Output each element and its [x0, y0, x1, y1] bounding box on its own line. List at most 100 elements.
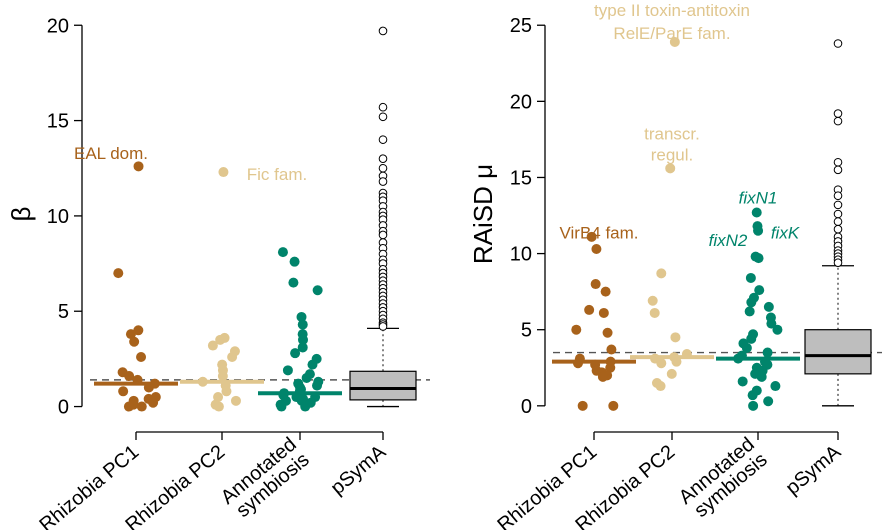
y-tick-label: 20	[47, 15, 69, 37]
x-tick-label-line: pSymA	[327, 441, 391, 500]
outlier-point	[833, 224, 843, 234]
data-point	[665, 163, 676, 174]
outlier-point	[833, 157, 843, 167]
data-point	[753, 253, 764, 264]
data-point	[584, 304, 595, 315]
box-body	[804, 329, 872, 375]
y-tick-label: 0	[58, 397, 69, 419]
data-point	[123, 401, 134, 412]
data-point	[745, 272, 756, 283]
data-point	[133, 161, 144, 172]
data-point	[756, 371, 767, 382]
data-point	[136, 401, 147, 412]
x-tick-label: pSymA	[327, 441, 391, 500]
data-point	[227, 351, 238, 362]
data-point	[656, 268, 667, 279]
x-tick-label: Annotatedsymbiosis	[675, 433, 772, 524]
data-point	[762, 347, 773, 358]
data-point	[608, 400, 619, 411]
data-point	[666, 368, 677, 379]
annotation-label: fixK	[771, 223, 800, 242]
data-point	[118, 386, 129, 397]
data-point	[290, 348, 301, 359]
data-point	[276, 401, 287, 412]
data-point	[288, 277, 299, 288]
data-point	[605, 362, 616, 373]
data-point	[647, 295, 658, 306]
y-tick-label: 20	[510, 91, 532, 113]
y-tick-label: 15	[510, 167, 532, 189]
data-point	[746, 333, 757, 344]
data-point	[312, 285, 323, 296]
annotation-label: fixN2	[709, 231, 748, 250]
data-point	[656, 358, 667, 369]
data-point	[213, 401, 224, 412]
data-point	[277, 247, 288, 258]
y-tick-label: 0	[521, 396, 532, 418]
data-point	[307, 359, 318, 370]
data-point	[737, 376, 748, 387]
y-tick-label: 10	[47, 206, 69, 228]
x-tick-label: Annotatedsymbiosis	[217, 433, 314, 524]
data-point	[671, 356, 682, 367]
annotation-label: transcr.	[644, 124, 700, 143]
data-point	[670, 332, 681, 343]
annotation-label: RelE/ParE fam.	[613, 24, 730, 43]
annotation-label: EAL dom.	[74, 144, 148, 163]
y-tick-label: 5	[521, 320, 532, 342]
outlier-point	[833, 39, 843, 48]
data-point	[754, 285, 765, 296]
outlier-point	[833, 258, 843, 268]
annotation-label: VirB4 fam.	[559, 223, 638, 242]
outlier-point	[378, 26, 388, 36]
data-point	[300, 401, 311, 412]
data-point	[655, 381, 666, 392]
outlier-point	[833, 191, 843, 201]
data-point	[748, 400, 759, 411]
data-point	[577, 400, 588, 411]
data-point	[282, 365, 293, 376]
data-point	[217, 371, 228, 382]
data-point	[125, 329, 136, 340]
data-point	[289, 256, 300, 267]
outlier-point	[378, 230, 388, 240]
data-point	[136, 351, 147, 362]
annotation-label: regul.	[651, 146, 694, 165]
data-point	[296, 311, 307, 322]
data-point	[649, 307, 660, 318]
annotation-label: type II toxin-antitoxin	[594, 1, 750, 20]
y-tick-label: 5	[58, 301, 69, 323]
data-point	[297, 334, 308, 345]
y-tick-label: 15	[47, 111, 69, 133]
outlier-point	[833, 165, 843, 175]
data-point	[669, 36, 680, 47]
data-point	[124, 371, 135, 382]
data-point	[751, 207, 762, 218]
data-point	[132, 374, 143, 385]
outlier-point	[833, 109, 843, 118]
annotation-label: fixN1	[739, 188, 778, 207]
outlier-point	[378, 163, 388, 173]
outlier-point	[378, 177, 388, 186]
outlier-point	[378, 102, 388, 112]
box-body	[349, 370, 417, 401]
data-point	[297, 342, 308, 353]
y-tick-label: 25	[510, 15, 532, 37]
data-point	[597, 371, 608, 382]
outlier-point	[833, 217, 843, 226]
data-point	[600, 286, 611, 297]
data-point	[197, 376, 208, 387]
data-point	[746, 297, 757, 308]
data-point	[133, 325, 144, 336]
x-tick-label: pSymA	[782, 441, 846, 500]
outlier-point	[833, 116, 843, 126]
y-tick-label: 10	[510, 244, 532, 266]
outlier-point	[378, 322, 388, 331]
data-point	[744, 306, 755, 317]
y-axis-title: β	[6, 207, 36, 222]
data-point	[772, 324, 783, 335]
data-point	[312, 380, 323, 391]
data-point	[590, 279, 601, 290]
